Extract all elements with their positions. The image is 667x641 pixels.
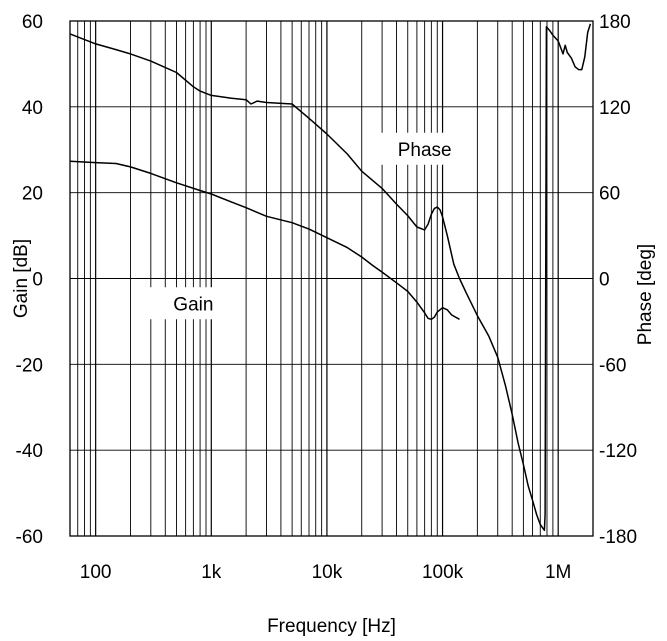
series-line-gain bbox=[69, 160, 460, 321]
left-tick-label: -20 bbox=[16, 355, 43, 376]
left-tick-label: 0 bbox=[32, 270, 43, 291]
left-tick-label: -60 bbox=[16, 527, 43, 548]
left-tick-label: -40 bbox=[16, 441, 43, 462]
right-tick-label: -120 bbox=[599, 441, 637, 462]
x-tick-label: 100 bbox=[80, 562, 112, 583]
left-tick-label: 60 bbox=[22, 12, 43, 33]
series-label-text: Phase bbox=[398, 140, 452, 161]
right-tick-label: 120 bbox=[599, 98, 631, 119]
left-y-axis: 60 40 20 0 -20 -40 -60 bbox=[16, 12, 43, 548]
right-tick-label: -180 bbox=[599, 527, 637, 548]
x-axis-title: Frequency [Hz] bbox=[267, 616, 396, 637]
x-tick-label: 10k bbox=[312, 562, 343, 583]
right-y-axis-title: Phase [deg] bbox=[635, 244, 656, 345]
right-tick-label: 0 bbox=[599, 270, 610, 291]
right-tick-label: 60 bbox=[599, 184, 620, 205]
right-y-axis: 180 120 60 0 -60 -120 -180 bbox=[599, 12, 637, 548]
left-tick-label: 40 bbox=[22, 98, 43, 119]
series-label-background bbox=[145, 287, 242, 320]
right-tick-label: -60 bbox=[599, 355, 626, 376]
x-tick-label: 1k bbox=[201, 562, 222, 583]
series-layer bbox=[69, 23, 592, 532]
right-tick-label: 180 bbox=[599, 12, 631, 33]
x-tick-label: 1M bbox=[545, 562, 571, 583]
series-label-text: Gain bbox=[173, 294, 213, 315]
left-y-axis-title: Gain [dB] bbox=[11, 239, 32, 318]
left-tick-label: 20 bbox=[22, 184, 43, 205]
series-label-phase: Phase bbox=[376, 132, 473, 165]
plot-frame bbox=[69, 20, 594, 537]
series-label-gain: Gain bbox=[145, 287, 242, 320]
x-axis: 100 1k 10k 100k 1M bbox=[80, 562, 572, 583]
x-tick-label: 100k bbox=[422, 562, 464, 583]
grid bbox=[69, 21, 594, 536]
series-label-background bbox=[376, 132, 473, 165]
series-labels: Gain Phase bbox=[145, 132, 473, 320]
series-line-phase bbox=[69, 23, 592, 532]
